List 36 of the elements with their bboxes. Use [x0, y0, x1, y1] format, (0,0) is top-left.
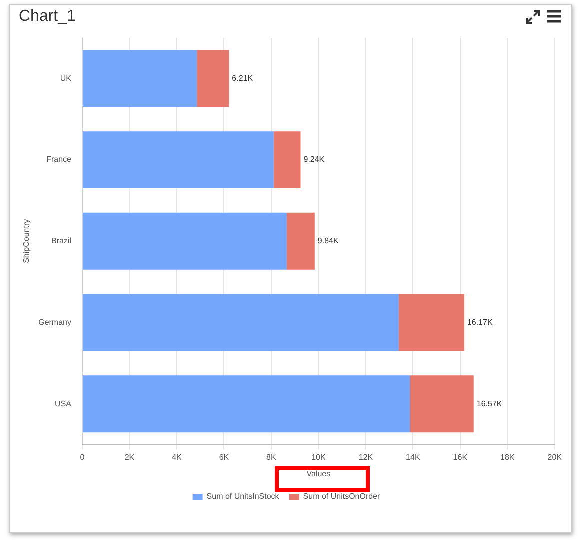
- bar: [83, 132, 274, 189]
- bar: [197, 50, 230, 108]
- bar: [83, 376, 410, 433]
- x-tick-label: 0: [80, 452, 86, 462]
- y-tick-label: UK: [60, 74, 72, 83]
- x-tick-label: 20K: [548, 452, 563, 462]
- x-tick-label: 2K: [124, 452, 136, 462]
- total-label: 9.84K: [318, 236, 340, 246]
- bar: [83, 50, 198, 108]
- legend-label: Sum of UnitsOnOrder: [303, 492, 381, 502]
- x-tick-label: 12K: [358, 452, 374, 462]
- bar: [83, 212, 287, 270]
- y-tick-label: Germany: [38, 318, 72, 327]
- y-axis-title: ShipCountry: [22, 219, 32, 264]
- y-tick-label: France: [46, 155, 72, 164]
- total-label: 16.57K: [476, 399, 503, 408]
- total-label: 6.21K: [232, 74, 254, 83]
- x-tick-label: 14K: [406, 452, 421, 462]
- x-tick-label: 6K: [219, 452, 230, 462]
- total-label: 9.24K: [304, 155, 326, 164]
- legend-label: Sum of UnitsInStock: [206, 492, 280, 502]
- total-label: 16.17K: [467, 318, 494, 327]
- x-tick-label: 18K: [500, 452, 516, 462]
- x-tick-label: 16K: [453, 452, 468, 462]
- bar: [83, 294, 399, 352]
- bar: [274, 132, 301, 189]
- bar: [286, 212, 315, 270]
- y-tick-label: Brazil: [51, 236, 72, 246]
- bar: [410, 376, 474, 433]
- x-tick-label: 10K: [312, 452, 326, 462]
- y-tick-label: USA: [55, 399, 72, 408]
- x-tick-label: 8K: [266, 452, 278, 462]
- bar: [398, 294, 464, 352]
- x-tick-label: 4K: [172, 452, 183, 462]
- x-axis-title: Values: [306, 469, 331, 478]
- chart-title: Chart_1: [19, 8, 76, 26]
